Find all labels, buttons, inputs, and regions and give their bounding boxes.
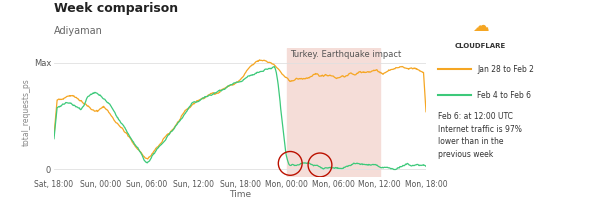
Text: Jan 28 to Feb 2: Jan 28 to Feb 2 [477, 65, 534, 74]
Text: Week comparison: Week comparison [54, 2, 178, 15]
Text: Feb 6: at 12:00 UTC
Internet traffic is 97%
lower than in the
previous week: Feb 6: at 12:00 UTC Internet traffic is … [438, 112, 522, 159]
Text: Feb 4 to Feb 6: Feb 4 to Feb 6 [477, 91, 531, 100]
Text: Turkey. Earthquake impact: Turkey. Earthquake impact [290, 50, 401, 59]
Y-axis label: total_requests_ps: total_requests_ps [22, 78, 31, 146]
Text: Adiyaman: Adiyaman [54, 26, 103, 36]
Text: CLOUDFLARE: CLOUDFLARE [454, 43, 506, 49]
X-axis label: Time: Time [229, 190, 251, 199]
Text: ☁: ☁ [472, 17, 488, 35]
Bar [287, 48, 380, 177]
